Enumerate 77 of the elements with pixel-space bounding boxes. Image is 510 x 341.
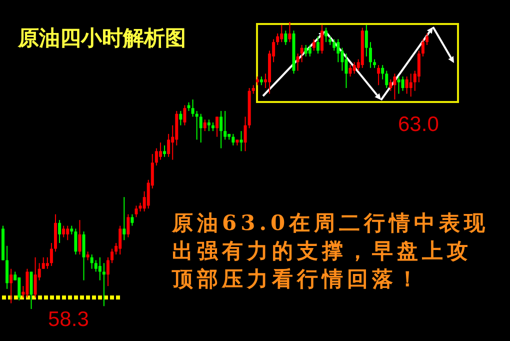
candlestick xyxy=(332,38,336,52)
candlestick xyxy=(421,38,424,57)
candlestick xyxy=(364,24,368,57)
candlestick xyxy=(130,214,134,226)
candlestick xyxy=(348,64,352,78)
candlestick xyxy=(62,225,66,238)
candlestick xyxy=(308,44,312,57)
title: 原油四小时解析图 xyxy=(18,24,186,52)
candlestick xyxy=(216,116,219,138)
candlestick xyxy=(26,268,29,298)
candlestick xyxy=(320,24,324,54)
annotation: 63.0 xyxy=(398,113,439,137)
candlestick xyxy=(426,32,428,46)
candlestick xyxy=(207,119,210,132)
candlestick xyxy=(284,30,288,46)
candlestick xyxy=(385,70,388,89)
candlestick xyxy=(158,142,162,160)
candlestick xyxy=(30,271,33,310)
candlestick xyxy=(118,225,122,255)
candlestick xyxy=(377,64,380,86)
candlestick xyxy=(244,116,247,152)
candlestick xyxy=(50,242,53,266)
candlestick xyxy=(183,104,186,126)
annotation: 58.3 xyxy=(48,308,89,332)
candlestick xyxy=(405,76,408,94)
candlestick xyxy=(417,50,420,83)
candlestick xyxy=(18,276,21,301)
candlestick xyxy=(58,220,62,244)
candlestick xyxy=(296,53,300,72)
candlestick xyxy=(98,256,102,281)
candlestick xyxy=(368,42,372,68)
candlestick xyxy=(163,144,166,158)
candlestick xyxy=(240,130,243,152)
candlestick xyxy=(344,53,348,89)
candlestick xyxy=(276,32,280,46)
candlestick xyxy=(94,260,98,272)
candlestick xyxy=(82,231,86,281)
candlestick xyxy=(203,119,206,132)
candlestick xyxy=(199,113,202,144)
candlestick xyxy=(191,98,194,118)
candlestick xyxy=(42,256,45,270)
candlestick xyxy=(122,196,126,241)
candlestick xyxy=(381,64,384,80)
candlestick xyxy=(288,22,292,43)
candlestick xyxy=(316,36,320,54)
candlestick xyxy=(409,73,412,98)
annotation: 原油63.0在周二行情中表现出强有力的支撑，早盘上攻顶部压力看行情回落！ xyxy=(172,209,490,293)
candlestick xyxy=(126,214,130,238)
candlestick xyxy=(300,44,304,63)
candlestick xyxy=(78,220,82,255)
candlestick xyxy=(352,62,356,74)
candlestick xyxy=(401,76,404,92)
candlestick xyxy=(389,78,392,92)
candlestick xyxy=(220,110,223,149)
candlestick xyxy=(324,27,328,43)
candlestick xyxy=(106,256,110,287)
candlestick xyxy=(102,262,106,307)
candlestick xyxy=(167,133,170,158)
candlestick xyxy=(224,110,227,140)
candlestick xyxy=(154,148,158,166)
candlestick xyxy=(6,245,9,290)
candlestick xyxy=(304,44,308,57)
candlestick xyxy=(90,254,94,270)
candlestick xyxy=(74,228,78,255)
candlestick xyxy=(336,38,340,63)
candlestick xyxy=(110,248,114,264)
candlestick xyxy=(66,225,70,241)
candlestick xyxy=(134,205,138,218)
candlestick xyxy=(10,268,13,304)
candlestick xyxy=(280,24,284,43)
candlestick xyxy=(393,73,396,100)
candlestick xyxy=(179,110,182,126)
candlestick xyxy=(46,256,49,270)
candlestick xyxy=(232,133,235,146)
candlestick xyxy=(312,38,316,52)
candlestick xyxy=(397,76,400,94)
candlestick xyxy=(34,256,37,298)
